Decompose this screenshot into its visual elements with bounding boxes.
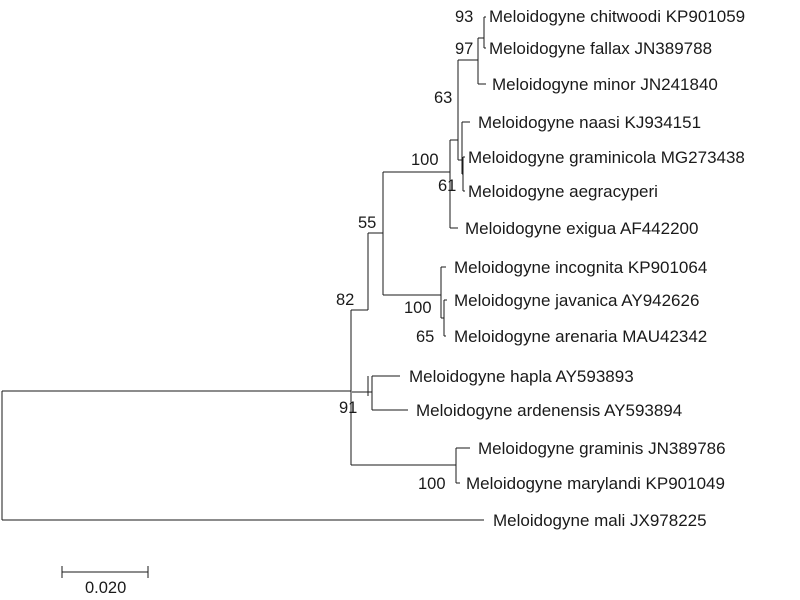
taxon-label-javanica: Meloidogyne javanica AY942626 <box>454 291 699 310</box>
support-value: 93 <box>455 8 473 26</box>
taxon-label-ardenensis: Meloidogyne ardenensis AY593894 <box>416 401 682 420</box>
taxon-label-hapla: Meloidogyne hapla AY593893 <box>409 367 634 386</box>
support-value: 100 <box>418 475 446 493</box>
taxon-label-mali: Meloidogyne mali JX978225 <box>493 511 707 530</box>
taxon-label-exigua: Meloidogyne exigua AF442200 <box>465 219 698 238</box>
support-value: 100 <box>404 299 432 317</box>
support-value: 97 <box>455 40 473 58</box>
taxon-label-arenaria: Meloidogyne arenaria MAU42342 <box>454 327 707 346</box>
scale-bar-label: 0.020 <box>85 579 126 597</box>
support-value: 65 <box>416 328 434 346</box>
scale-bar: 0.020 <box>61 566 149 597</box>
taxon-label-aegracyperi: Meloidogyne aegracyperi <box>468 182 658 201</box>
support-value: 100 <box>411 151 439 169</box>
taxon-label-fallax: Meloidogyne fallax JN389788 <box>489 39 712 58</box>
support-value: 82 <box>336 291 354 309</box>
support-value: 63 <box>434 89 452 107</box>
taxon-label-marylandi: Meloidogyne marylandi KP901049 <box>466 474 725 493</box>
taxon-label-graminis: Meloidogyne graminis JN389786 <box>478 439 726 458</box>
taxon-label-naasi: Meloidogyne naasi KJ934151 <box>478 113 701 132</box>
taxon-label-minor: Meloidogyne minor JN241840 <box>492 75 718 94</box>
taxon-label-incognita: Meloidogyne incognita KP901064 <box>454 258 707 277</box>
taxon-label-graminicola: Meloidogyne graminicola MG273438 <box>468 148 745 167</box>
support-value: 91 <box>339 399 357 417</box>
support-value: 61 <box>438 177 456 195</box>
taxon-label-chitwoodi: Meloidogyne chitwoodi KP901059 <box>489 7 745 26</box>
support-value: 55 <box>358 214 376 232</box>
